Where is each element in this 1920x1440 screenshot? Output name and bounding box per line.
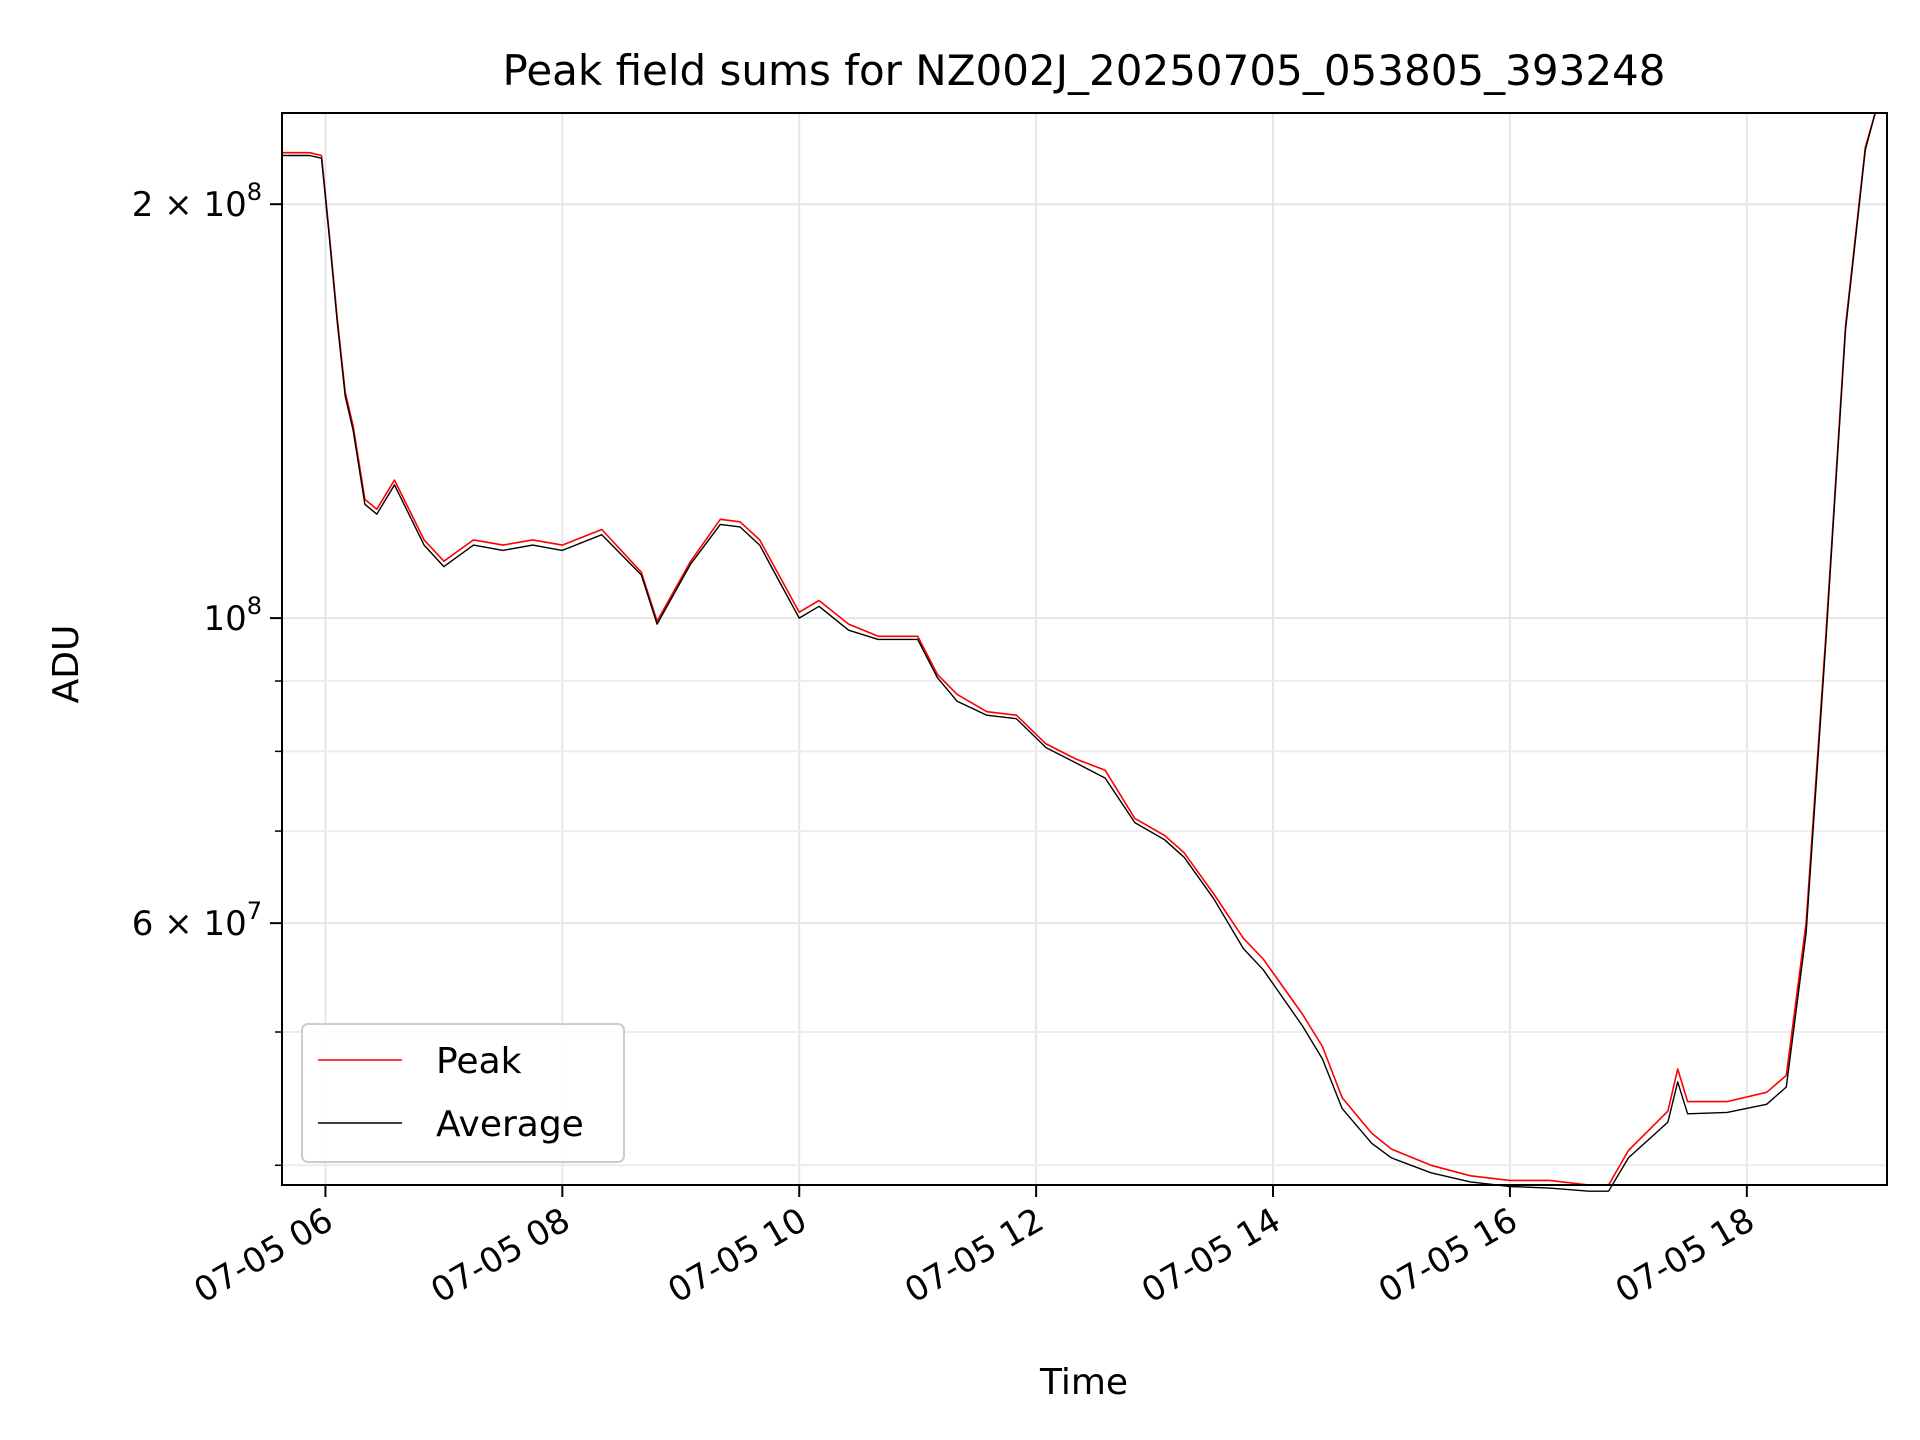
series-layer (282, 112, 1876, 1192)
series-line-peak (282, 112, 1876, 1186)
y-tick-label: 108 (203, 592, 262, 639)
series-line-average (282, 112, 1876, 1192)
legend-box (301, 1023, 625, 1163)
y-axis-label: ADU (46, 625, 87, 704)
legend-label-peak: Peak (436, 1041, 522, 1082)
y-tick-label: 2 × 108 (132, 178, 262, 225)
plot-area-frame (281, 112, 1888, 1186)
legend-label-average: Average (436, 1104, 584, 1145)
y-tick-label: 6 × 107 (132, 897, 262, 944)
chart-title: Peak field sums for NZ002J_20250705_0538… (503, 46, 1666, 95)
y-axis: 108 2 × 108 6 × 107 (132, 178, 282, 1167)
x-axis-label: Time (1039, 1362, 1128, 1403)
legend: Peak Average (301, 1023, 625, 1163)
